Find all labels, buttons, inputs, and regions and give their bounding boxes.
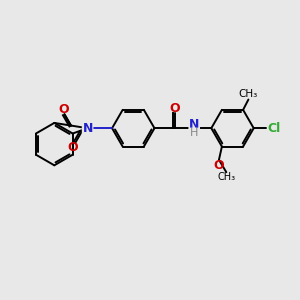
Text: Cl: Cl <box>268 122 281 135</box>
Text: H: H <box>190 128 198 138</box>
Text: O: O <box>214 159 224 172</box>
Text: O: O <box>170 102 180 115</box>
Text: O: O <box>67 141 78 154</box>
Text: O: O <box>58 103 69 116</box>
Text: CH₃: CH₃ <box>239 89 258 99</box>
Text: CH₃: CH₃ <box>217 172 236 182</box>
Text: N: N <box>82 122 93 135</box>
Text: N: N <box>189 118 200 130</box>
